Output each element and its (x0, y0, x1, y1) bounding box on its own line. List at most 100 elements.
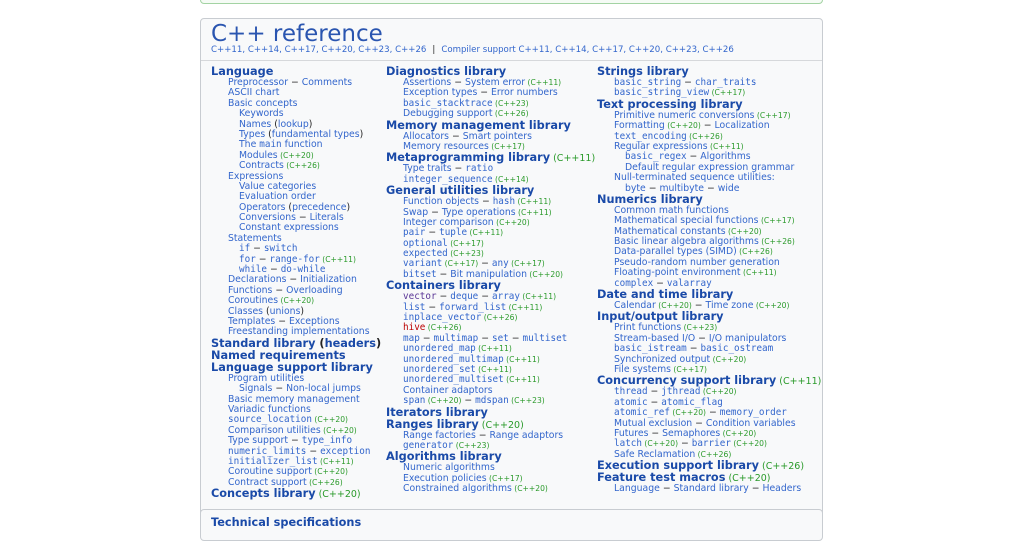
reference-link[interactable]: Execution policies (403, 472, 487, 484)
code-reference-link[interactable]: initializer_list (228, 455, 318, 467)
reference-link[interactable]: Operators (239, 201, 286, 213)
reference-link[interactable]: headers (324, 336, 376, 350)
reference-link[interactable]: Formatting (614, 120, 665, 132)
code-reference-link[interactable]: jthread (661, 386, 701, 398)
code-reference-link[interactable]: basic_ostream (700, 343, 774, 355)
reference-link[interactable]: Constrained algorithms (403, 483, 512, 495)
code-reference-link[interactable]: span (403, 395, 426, 407)
code-reference-link[interactable]: unordered_set (403, 363, 476, 375)
reference-link[interactable]: Semaphores (662, 427, 721, 439)
code-reference-link[interactable]: multimap (433, 332, 479, 344)
code-reference-link[interactable]: thread (614, 386, 648, 398)
reference-link[interactable]: Comments (301, 77, 353, 88)
reference-link[interactable]: File systems (614, 363, 671, 375)
reference-link[interactable]: Range adaptors (489, 429, 564, 441)
reference-link[interactable]: Concurrency support library (597, 374, 777, 388)
reference-link[interactable]: Variadic functions (228, 403, 311, 415)
reference-link[interactable]: Classes (228, 305, 264, 317)
code-reference-link[interactable]: basic_regex (625, 151, 687, 163)
reference-link[interactable]: Type traits (403, 163, 452, 175)
reference-link[interactable]: Text processing library (597, 97, 743, 111)
reference-link[interactable]: Synchronized output (614, 353, 711, 365)
code-reference-link[interactable]: exception (320, 445, 371, 457)
reference-link[interactable]: Basic linear algebra algorithms (614, 236, 759, 248)
reference-link[interactable]: Names (239, 118, 272, 130)
reference-link[interactable]: Localization (714, 120, 770, 132)
code-reference-link[interactable]: set (491, 332, 509, 344)
code-reference-link[interactable]: hash (492, 196, 516, 208)
code-reference-link[interactable]: atomic (614, 396, 648, 408)
reference-link[interactable]: wide (717, 182, 740, 194)
code-reference-link[interactable]: deque (450, 291, 479, 303)
compiler-version-link[interactable]: C++20 (628, 45, 661, 55)
reference-link[interactable]: Memory management library (386, 118, 571, 132)
code-reference-link[interactable]: unordered_map (403, 343, 476, 355)
compiler-version-link[interactable]: C++17 (592, 45, 624, 55)
code-reference-link[interactable]: map (403, 332, 420, 344)
compiler-version-link[interactable]: C++23 (665, 45, 698, 55)
reference-link[interactable]: Templates (228, 315, 276, 327)
reference-link[interactable]: Coroutine support (228, 466, 312, 478)
reference-link[interactable]: Basic memory management (228, 393, 360, 405)
reference-link[interactable]: Algorithms library (386, 450, 502, 464)
reference-link[interactable]: Pseudo-random number generation (614, 256, 780, 268)
code-reference-link[interactable]: any (491, 258, 509, 270)
reference-link[interactable]: System error (464, 77, 526, 88)
reference-link[interactable]: precedence (292, 201, 347, 213)
code-reference-link[interactable]: for (239, 253, 256, 265)
code-reference-link[interactable]: unordered_multimap (403, 353, 504, 365)
reference-link[interactable]: Bit manipulation (450, 268, 527, 280)
reference-link[interactable]: Conversions (239, 212, 296, 224)
reference-link[interactable]: Null-terminated sequence utilities: (614, 172, 775, 184)
code-reference-link[interactable]: list (403, 301, 426, 313)
reference-link[interactable]: Expressions (228, 170, 284, 182)
reference-link[interactable]: Evaluation order (239, 191, 316, 203)
reference-link[interactable]: Stream-based I/O (614, 332, 696, 344)
reference-link[interactable]: Futures (614, 427, 649, 439)
reference-link[interactable]: byte (625, 182, 646, 194)
code-reference-link[interactable]: mdspan (475, 395, 509, 407)
reference-link[interactable]: Condition variables (705, 417, 796, 429)
reference-link[interactable]: Type operations (441, 206, 516, 218)
reference-link[interactable]: Default regular expression grammar (625, 161, 795, 173)
reference-link[interactable]: Diagnostics library (386, 65, 507, 78)
reference-link[interactable]: Execution support library (597, 459, 759, 473)
reference-link[interactable]: Types (239, 128, 266, 140)
reference-link[interactable]: Containers library (386, 279, 501, 293)
reference-link[interactable]: Freestanding implementations (228, 326, 370, 338)
code-reference-link[interactable]: pair (403, 227, 426, 239)
reference-link[interactable]: Ranges library (386, 417, 479, 431)
reference-link[interactable]: Named requirements (211, 348, 346, 362)
reference-link[interactable]: Smart pointers (462, 130, 532, 142)
reference-link[interactable]: Keywords (239, 108, 284, 120)
reference-link[interactable]: Declarations (228, 274, 287, 286)
code-reference-link[interactable]: char_traits (694, 77, 757, 88)
reference-link[interactable]: Floating-point environment (614, 267, 741, 279)
reference-link[interactable]: Basic concepts (228, 97, 298, 109)
code-reference-link[interactable]: valarray (666, 277, 712, 289)
compiler-version-link[interactable]: C++26 (702, 45, 734, 55)
code-reference-link[interactable]: variant (403, 258, 443, 270)
code-reference-link[interactable]: basic_stacktrace (403, 97, 493, 109)
reference-link[interactable]: Safe Reclamation (614, 448, 696, 460)
reference-link[interactable]: Swap (403, 206, 429, 218)
missing-page-link[interactable]: hive (403, 322, 426, 334)
reference-link[interactable]: fundamental types (271, 128, 360, 140)
reference-link[interactable]: Language (614, 483, 660, 495)
reference-link[interactable]: Input/output library (597, 310, 724, 324)
technical-specifications-heading[interactable]: Technical specifications (211, 516, 362, 529)
reference-link[interactable]: Calendar (614, 300, 656, 312)
reference-link[interactable]: Primitive numeric conversions (614, 109, 755, 121)
reference-link[interactable]: Integer comparison (403, 216, 494, 228)
version-link[interactable]: C++17 (284, 45, 316, 55)
reference-link[interactable]: Assertions (403, 77, 452, 88)
reference-link[interactable]: Concepts library (211, 487, 316, 501)
compiler-support-link[interactable]: Compiler support C++11 (441, 45, 550, 55)
reference-link[interactable]: Metaprogramming library (386, 151, 551, 165)
reference-link[interactable]: Language (211, 65, 274, 78)
reference-link[interactable]: I/O manipulators (708, 332, 787, 344)
code-reference-link[interactable]: inplace_vector (403, 312, 482, 324)
reference-link[interactable]: Common math functions (614, 204, 729, 216)
code-reference-link[interactable]: unordered_multiset (403, 374, 504, 386)
reference-link[interactable]: Language support library (211, 360, 373, 374)
